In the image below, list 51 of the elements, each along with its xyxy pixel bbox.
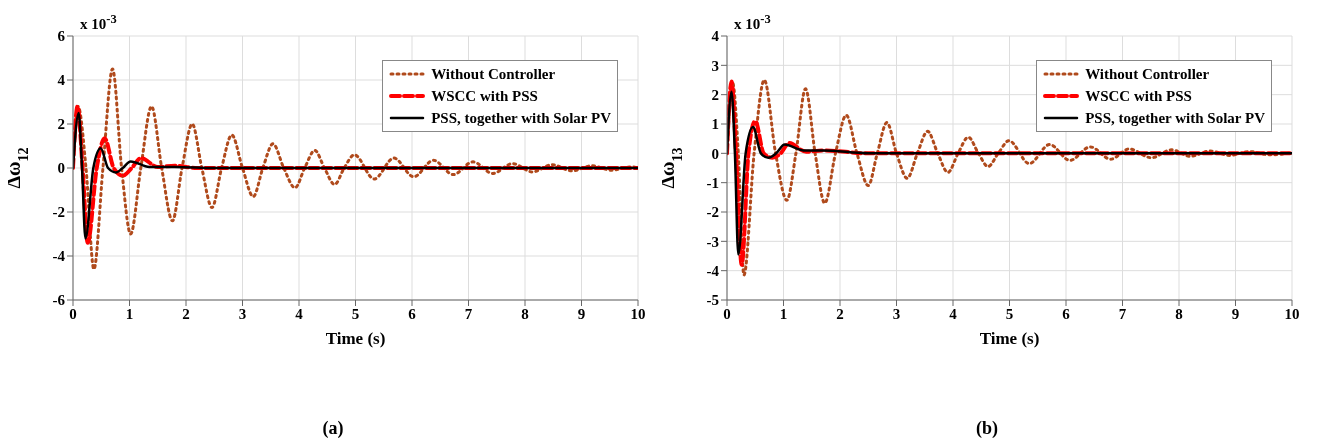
text: x 10$^{-3}$ bbox=[80, 12, 117, 33]
x-tick-label: 10 bbox=[1284, 305, 1300, 322]
x-tick-label: 0 bbox=[723, 305, 731, 322]
x-tick-label: 8 bbox=[521, 305, 529, 322]
x-tick-label: 1 bbox=[125, 305, 134, 322]
y-tick-label: 0 bbox=[711, 145, 719, 162]
y-tick-label: 0 bbox=[57, 160, 65, 177]
y-tick-label: -4 bbox=[52, 248, 66, 265]
y-tick-label: 2 bbox=[57, 116, 65, 133]
x-tick-label: 8 bbox=[1175, 305, 1183, 322]
x-tick-label: 4 bbox=[295, 305, 304, 322]
y-tick-label: 3 bbox=[711, 57, 719, 74]
y-tick-label: 1 bbox=[711, 116, 719, 133]
x-tick-label: 10 bbox=[630, 305, 646, 322]
x-tick-label: 5 bbox=[1005, 305, 1014, 322]
x-tick-label: 3 bbox=[238, 305, 247, 322]
legend-label: WSCC with PSS bbox=[1085, 87, 1192, 105]
legend-label: Without Controller bbox=[431, 65, 556, 83]
y-tick-label: -4 bbox=[706, 262, 720, 279]
y-tick-label: -5 bbox=[706, 292, 719, 309]
x-tick-label: 2 bbox=[182, 305, 190, 322]
x-tick-label: 5 bbox=[351, 305, 360, 322]
y-tick-label: 6 bbox=[57, 28, 66, 45]
x-tick-label: 7 bbox=[1118, 305, 1127, 322]
x-tick-label: 9 bbox=[577, 305, 586, 322]
y-tick-label: -1 bbox=[706, 174, 719, 191]
y-tick-label: -2 bbox=[706, 204, 719, 221]
y-tick-label: -3 bbox=[706, 233, 719, 250]
x-tick-label: 7 bbox=[464, 305, 473, 322]
y-tick-label: 4 bbox=[57, 72, 66, 89]
legend-label: Without Controller bbox=[1085, 65, 1210, 83]
x-tick-label: 1 bbox=[779, 305, 788, 322]
x-tick-label: 2 bbox=[836, 305, 844, 322]
x-axis-title: Time (s) bbox=[979, 329, 1040, 348]
x-tick-label: 6 bbox=[408, 305, 417, 322]
x-tick-label: 9 bbox=[1231, 305, 1240, 322]
x-tick-label: 0 bbox=[69, 305, 77, 322]
legend-label: PSS, together with Solar PV bbox=[431, 109, 611, 127]
text: (a) bbox=[321, 418, 345, 439]
y-tick-label: 2 bbox=[711, 86, 719, 103]
text: x 10$^{-3}$ bbox=[734, 12, 771, 33]
legend-label: WSCC with PSS bbox=[431, 87, 538, 105]
y-tick-label: 4 bbox=[711, 28, 720, 45]
x-tick-label: 6 bbox=[1062, 305, 1071, 322]
x-tick-label: 4 bbox=[949, 305, 958, 322]
text: (b) bbox=[975, 418, 999, 439]
legend-label: PSS, together with Solar PV bbox=[1085, 109, 1265, 127]
x-axis-title: Time (s) bbox=[325, 329, 386, 348]
y-tick-label: -6 bbox=[52, 292, 66, 309]
y-tick-label: -2 bbox=[52, 204, 65, 221]
x-tick-label: 3 bbox=[892, 305, 901, 322]
